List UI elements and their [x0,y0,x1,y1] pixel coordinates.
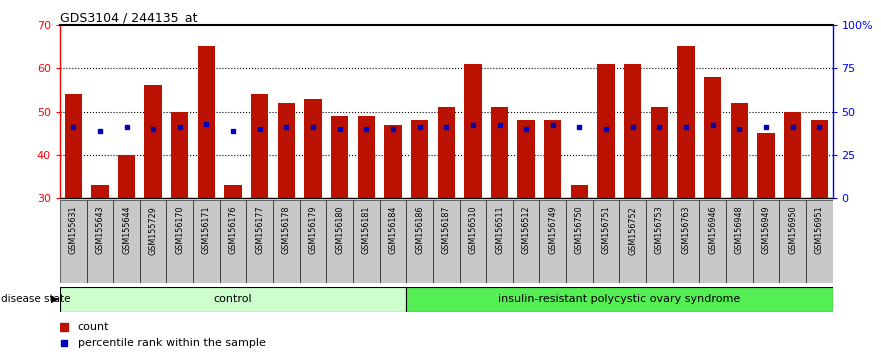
Text: GSM156181: GSM156181 [362,206,371,254]
Bar [193,200,219,283]
Text: count: count [78,322,109,332]
Bar [60,200,86,283]
Bar [167,200,193,283]
Text: GSM156512: GSM156512 [522,206,530,255]
Text: GDS3104 / 244135_at: GDS3104 / 244135_at [60,11,197,24]
Bar [619,200,646,283]
Text: GSM156752: GSM156752 [628,206,637,255]
Text: insulin-resistant polycystic ovary syndrome: insulin-resistant polycystic ovary syndr… [499,294,741,304]
Text: GSM156946: GSM156946 [708,206,717,254]
Text: GSM156176: GSM156176 [228,206,238,254]
Text: GSM156753: GSM156753 [655,206,664,255]
Bar [597,64,615,198]
Bar [752,200,780,283]
Text: GSM155643: GSM155643 [95,206,104,254]
Bar [784,112,801,198]
Bar [730,103,748,198]
Bar [278,103,295,198]
Text: GSM155631: GSM155631 [69,206,78,254]
Bar [358,116,375,198]
Bar [380,200,406,283]
Bar [806,200,833,283]
Bar [144,85,162,198]
Bar [700,200,726,283]
Bar [251,94,269,198]
Bar [304,98,322,198]
Text: GSM155729: GSM155729 [149,206,158,255]
Bar [140,200,167,283]
Text: GSM156510: GSM156510 [469,206,478,254]
Bar [758,133,774,198]
Bar [704,77,722,198]
Text: GSM156750: GSM156750 [575,206,584,255]
Bar [331,116,348,198]
Bar [225,185,241,198]
Bar [171,112,189,198]
Bar [517,120,535,198]
Bar [673,200,700,283]
Bar [86,200,113,283]
Bar [64,94,82,198]
Bar [539,200,566,283]
Bar [646,200,673,283]
Bar [811,120,828,198]
Bar [219,200,247,283]
Bar [486,200,513,283]
Bar [780,200,806,283]
Text: ▶: ▶ [51,294,59,304]
Bar [651,107,668,198]
Bar [92,185,108,198]
Bar [326,200,353,283]
Bar [300,200,326,283]
Bar [726,200,752,283]
Text: GSM156186: GSM156186 [415,206,424,254]
Text: GSM156178: GSM156178 [282,206,291,254]
Bar [593,200,619,283]
Text: GSM156180: GSM156180 [335,206,344,254]
Bar [513,200,539,283]
Bar [433,200,460,283]
Text: GSM156948: GSM156948 [735,206,744,254]
Bar [544,120,561,198]
Text: GSM156951: GSM156951 [815,206,824,255]
Bar [113,200,140,283]
Bar [411,120,428,198]
Text: GSM156187: GSM156187 [441,206,451,254]
Bar [197,46,215,198]
Text: GSM156763: GSM156763 [682,206,691,254]
Text: GSM156177: GSM156177 [255,206,264,255]
Text: GSM156749: GSM156749 [548,206,558,255]
Bar [491,107,508,198]
Bar [406,200,433,283]
Bar [247,200,273,283]
Text: GSM155644: GSM155644 [122,206,131,254]
Bar [464,64,482,198]
Text: GSM156171: GSM156171 [202,206,211,254]
Bar [60,287,406,312]
Text: GSM156184: GSM156184 [389,206,397,254]
Bar [460,200,486,283]
Text: GSM156170: GSM156170 [175,206,184,254]
Bar [677,46,695,198]
Bar [624,64,641,198]
Bar [118,155,135,198]
Text: GSM156950: GSM156950 [788,206,797,255]
Text: GSM156751: GSM156751 [602,206,611,255]
Bar [438,107,455,198]
Bar [273,200,300,283]
Text: percentile rank within the sample: percentile rank within the sample [78,338,266,348]
Text: GSM156179: GSM156179 [308,206,317,255]
Text: disease state: disease state [1,294,70,304]
Bar [384,125,402,198]
Text: GSM156949: GSM156949 [761,206,771,255]
Bar [571,185,589,198]
Bar [566,200,593,283]
Bar [353,200,380,283]
Bar [406,287,833,312]
Text: control: control [214,294,252,304]
Text: GSM156511: GSM156511 [495,206,504,254]
